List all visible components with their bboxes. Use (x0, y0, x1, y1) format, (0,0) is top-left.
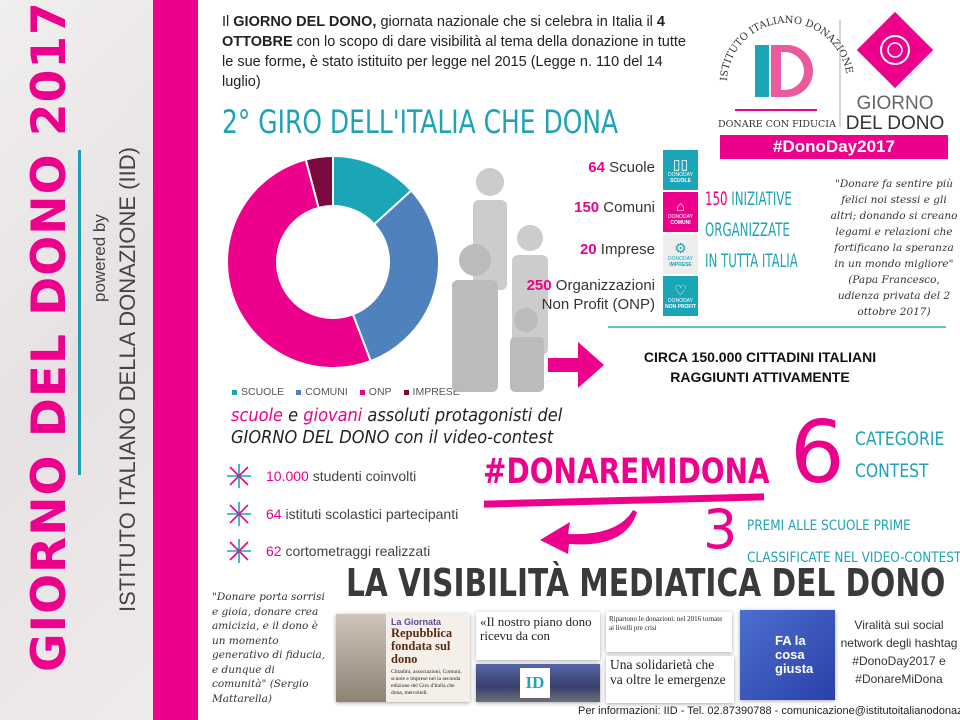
legend-swatch (403, 389, 409, 395)
bullet-item: 10.000 studenti coinvolti (226, 463, 416, 489)
legend-item: COMUNI (296, 386, 348, 398)
stat-non-profit: 250 Organizzazioni Non Profit (ONP) (526, 277, 655, 313)
prizes-number: 3 (703, 498, 738, 561)
stat-scuole: 64 Scuole (588, 159, 655, 176)
powered-by: powered by (90, 214, 109, 302)
press-clipping: Una solidarietà che va oltre le emergenz… (606, 656, 734, 703)
photo (336, 614, 386, 702)
donut-chart (226, 155, 440, 369)
legend-item: IMPRESE (403, 386, 460, 398)
legend-swatch (232, 389, 237, 395)
donut-slice-onp (226, 158, 372, 369)
legend-swatch (296, 389, 302, 395)
press-clipping: Ripartono le donazioni: nel 2016 tornate… (606, 612, 732, 652)
logo-graphic: ISTITUTO ITALIANO DONAZIONE DONARE CON F… (718, 11, 945, 134)
legend-item: ONP (359, 386, 392, 398)
press-clipping: La Giornata Repubblica fondata sul dono Ci… (336, 614, 470, 702)
people-icon (452, 168, 548, 392)
building-icon: ⌂ (676, 198, 685, 214)
initiatives: 150 INIZIATIVE ORGANIZZATE IN TUTTA ITALIA (705, 188, 798, 272)
mattarella-quote: "Donare porta sorrisi e gioia, donare cr… (212, 591, 326, 705)
press-clipping: «Il nostro piano dono ricevu da con (476, 612, 600, 660)
divider (608, 326, 946, 328)
section-title: 2° GIRO DELL'ITALIA CHE DONA (222, 103, 619, 141)
book-icon: ▯▯ (672, 156, 689, 172)
donut-slice-comuni (351, 189, 440, 363)
bullet-item: 64 istituti scolastici partecipanti (226, 501, 458, 527)
heart-icon: ♡ (674, 282, 687, 298)
logo-on-screen: ID (520, 668, 550, 698)
schools-heading: scuole e giovani assoluti protagonisti d… (231, 405, 563, 448)
categories-number: 6 (790, 403, 845, 503)
legend-item: SCUOLE (232, 386, 284, 398)
tile-comuni: ⌂ DONODAY COMUNI (663, 192, 698, 232)
stat-imprese: 20 Imprese (579, 241, 655, 258)
pink-strip (153, 0, 198, 720)
logo: ISTITUTO ITALIANO DONAZIONE DONARE CON F… (705, 5, 955, 135)
hashtag-banner: #DonoDay2017 (720, 135, 948, 159)
footer-contact: Per informazioni: IID - Tel. 02.87390788… (578, 705, 960, 717)
tv-screenshot: FA la cosa giusta (740, 610, 835, 700)
gears-icon: ⚙ (674, 240, 687, 256)
citizens-reached: CIRCA 150.000 CITTADINI ITALIANI RAGGIUNT… (643, 349, 877, 385)
categories-label: CATEGORIE CONTEST (855, 428, 945, 482)
institute-name: ISTITUTO ITALIANO DELLA DONAZIONE (IID) (115, 147, 140, 612)
asterisk-icon (227, 464, 251, 488)
donut-slice-imprese (304, 155, 334, 210)
social-virality: Viralità sui social network degli hashta… (840, 618, 958, 686)
svg-text:DONARE CON FIDUCIA: DONARE CON FIDUCIA (718, 119, 836, 130)
tile-imprese: ⚙ DONODAY IMPRESE (663, 234, 698, 274)
intro-text: Il GIORNO DEL DONO, giornata nazionale c… (222, 14, 686, 90)
stat-comuni: 150 Comuni (574, 199, 655, 216)
curved-arrow-icon (540, 510, 637, 554)
asterisk-icon (227, 502, 251, 526)
left-panel: GIORNO DEL DONO 2017 powered by ISTITUTO… (0, 0, 153, 720)
chart-legend: SCUOLE COMUNI ONP IMPRESE (232, 386, 460, 398)
contest-hashtag: #DONAREMIDONA (483, 452, 770, 492)
asterisk-icon (227, 539, 251, 563)
arrow-right-icon (548, 342, 604, 388)
tv-screenshot: ID (476, 664, 600, 702)
svg-text:DEL DONO: DEL DONO (846, 113, 945, 134)
divider (78, 150, 81, 475)
legend-swatch (359, 389, 365, 395)
prizes-label: PREMI ALLE SCUOLE PRIME CLASSIFICATE NEL … (747, 518, 960, 566)
tile-non-profit: ♡ DONODAY NON PROFIT (663, 276, 698, 316)
svg-text:GIORNO: GIORNO (856, 93, 933, 114)
papa-quote: "Donare fa sentire più felici noi stessi… (830, 178, 958, 318)
visibility-title: LA VISIBILITÀ MEDIATICA DEL DONO (346, 561, 946, 605)
tile-scuole: ▯▯ DONODAY SCUOLE (663, 150, 698, 190)
vertical-title: GIORNO DEL DONO 2017 (22, 1, 77, 672)
bullet-item: 62 cortometraggi realizzati (226, 538, 430, 564)
